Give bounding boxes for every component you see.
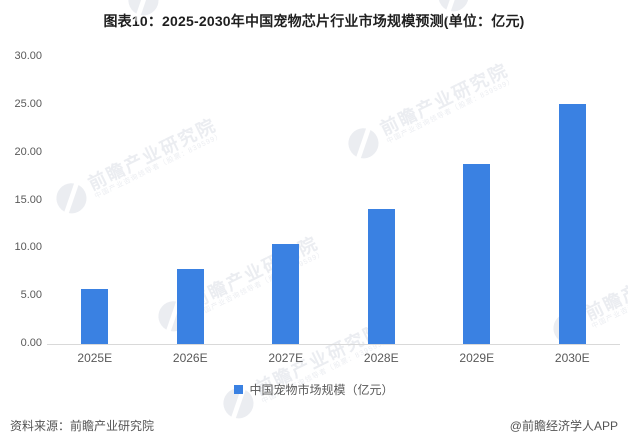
- y-tick-label: 25.00: [14, 97, 42, 110]
- bar-2030E: [558, 103, 586, 344]
- bar-column: [47, 57, 143, 344]
- legend-label: 中国宠物市场规模（亿元）: [249, 383, 394, 397]
- y-tick-label: 10.00: [14, 241, 42, 254]
- y-axis: 0.00 5.00 10.00 15.00 20.00 25.00 30.00: [0, 0, 44, 360]
- x-label-2029E: 2029E: [459, 351, 495, 365]
- y-tick-label: 5.00: [20, 289, 42, 302]
- x-axis: 2025E 2026E 2027E 2028E 2029E 2030E: [47, 351, 620, 365]
- x-label-2028E: 2028E: [363, 351, 399, 365]
- bar-2025E: [81, 288, 109, 344]
- x-label-2027E: 2027E: [268, 351, 304, 365]
- y-tick-label: 30.00: [14, 50, 42, 62]
- bar-column: [334, 57, 430, 344]
- bar-column: [525, 57, 621, 344]
- bar-column: [238, 57, 334, 344]
- bars-container: [47, 57, 620, 345]
- legend: 中国宠物市场规模（亿元）: [0, 381, 628, 398]
- legend-marker-icon: [234, 385, 244, 394]
- x-label-2030E: 2030E: [554, 351, 590, 365]
- credit-text: @前瞻经济学人APP: [509, 419, 618, 433]
- source-text: 资料来源：前瞻产业研究院: [10, 419, 155, 433]
- chart-title: 图表10：2025-2030年中国宠物芯片行业市场规模预测(单位：亿元): [103, 13, 525, 29]
- y-tick-label: 20.00: [14, 145, 42, 158]
- bar-column: [143, 57, 239, 344]
- x-label-2026E: 2026E: [172, 351, 208, 365]
- watermark-subtext: 中国产业咨询领导者（股票：839599）: [166, 0, 296, 2]
- bar-2026E: [176, 269, 204, 344]
- y-tick-label: 0.00: [20, 337, 42, 349]
- y-tick-label: 15.00: [14, 193, 42, 206]
- bar-column: [429, 57, 525, 344]
- bar-2028E: [367, 209, 395, 344]
- bar-2029E: [463, 164, 491, 344]
- x-label-2025E: 2025E: [77, 351, 113, 365]
- footer: 资料来源：前瞻产业研究院 @前瞻经济学人APP: [10, 417, 618, 434]
- bar-2027E: [272, 243, 300, 344]
